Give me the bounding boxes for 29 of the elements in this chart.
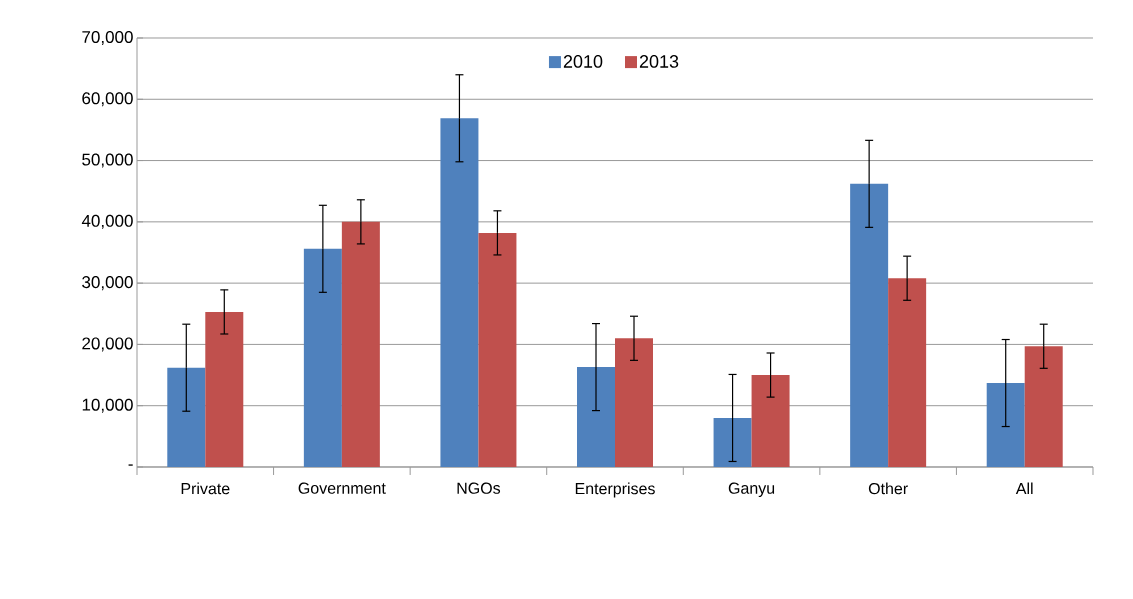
- bar: [478, 232, 517, 467]
- x-tick-label: Government: [298, 482, 386, 494]
- bar: [751, 375, 790, 467]
- bar: [615, 338, 653, 467]
- y-tick-label: 50,000: [82, 153, 133, 168]
- bar: [850, 183, 889, 467]
- x-tick-label: Other: [868, 482, 908, 495]
- y-tick-label: 20,000: [82, 337, 133, 352]
- bar: [577, 367, 615, 467]
- y-tick-label: 10,000: [82, 398, 133, 413]
- bar: [303, 248, 342, 467]
- bar: [167, 367, 206, 467]
- legend-label: 2013: [639, 55, 679, 68]
- y-tick-label: 60,000: [82, 92, 133, 107]
- x-tick-label: Ganyu: [728, 482, 775, 498]
- x-tick-label: NGOs: [457, 482, 501, 494]
- y-tick-label: 40,000: [81, 214, 133, 229]
- y-tick-label: -: [128, 464, 133, 466]
- bar: [888, 278, 927, 467]
- bar: [341, 221, 380, 467]
- x-tick-label: Private: [181, 482, 230, 495]
- bar: [1024, 346, 1063, 467]
- bar: [205, 311, 244, 467]
- legend-label: 2010: [563, 55, 603, 68]
- y-tick-label: 70,000: [82, 30, 133, 46]
- x-tick-label: All: [1015, 482, 1033, 495]
- bar: [440, 118, 479, 467]
- x-tick-label: Enterprises: [575, 482, 655, 498]
- y-tick-label: 30,000: [82, 276, 133, 291]
